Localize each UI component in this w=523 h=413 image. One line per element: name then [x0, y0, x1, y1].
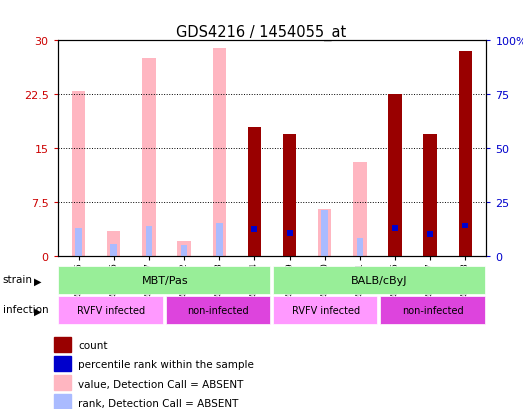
Bar [388, 95, 402, 256]
Bar [287, 230, 292, 236]
Bar [54, 375, 72, 391]
Text: MBT/Pas: MBT/Pas [141, 275, 188, 285]
Bar [318, 209, 332, 256]
Bar [212, 48, 226, 256]
Bar [142, 59, 156, 256]
Bar [54, 356, 72, 371]
Text: ▶: ▶ [34, 306, 41, 316]
Bar [59, 267, 270, 294]
Text: RVFV infected: RVFV infected [291, 305, 360, 315]
Bar [380, 297, 485, 324]
Text: percentile rank within the sample: percentile rank within the sample [78, 360, 254, 370]
Bar [145, 226, 152, 256]
Bar [357, 239, 363, 256]
Bar [216, 224, 223, 256]
Bar [252, 226, 257, 232]
Bar [166, 297, 270, 324]
Bar [177, 242, 191, 256]
Bar [54, 394, 72, 410]
Bar [353, 163, 367, 256]
Text: ▶: ▶ [34, 276, 41, 286]
Bar [110, 244, 117, 256]
Text: strain: strain [3, 275, 32, 285]
Text: non-infected: non-infected [402, 305, 463, 315]
Bar [273, 297, 378, 324]
Text: non-infected: non-infected [188, 305, 249, 315]
Text: value, Detection Call = ABSENT: value, Detection Call = ABSENT [78, 379, 244, 389]
Bar [462, 223, 468, 229]
Bar [75, 228, 82, 256]
Text: count: count [78, 340, 108, 351]
Bar [321, 211, 328, 256]
Bar [459, 52, 472, 256]
Bar [248, 127, 261, 256]
Bar [392, 225, 398, 231]
Bar [54, 337, 72, 352]
Text: BALB/cByJ: BALB/cByJ [351, 275, 407, 285]
Bar [273, 267, 485, 294]
Text: rank, Detection Call = ABSENT: rank, Detection Call = ABSENT [78, 398, 238, 408]
Bar [181, 245, 187, 256]
Text: infection: infection [3, 305, 48, 315]
Bar [424, 134, 437, 256]
Bar [427, 232, 433, 237]
Text: GDS4216 / 1454055_at: GDS4216 / 1454055_at [176, 25, 347, 41]
Bar [72, 91, 85, 256]
Bar [283, 134, 296, 256]
Bar [59, 297, 163, 324]
Text: RVFV infected: RVFV infected [77, 305, 145, 315]
Bar [107, 231, 120, 256]
